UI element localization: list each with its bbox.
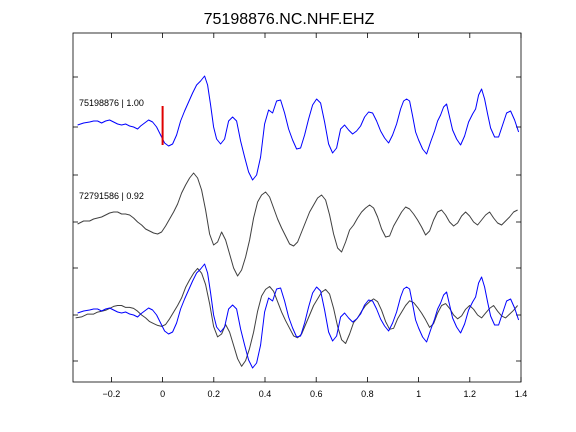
x-tick-label: 0	[160, 389, 165, 399]
overlay-primary-line	[77, 263, 520, 369]
x-tick-label: 0.6	[310, 389, 323, 399]
x-tick-label: 0.2	[208, 389, 221, 399]
y-axis-ticks	[73, 76, 521, 362]
overlay-secondary-line	[75, 267, 518, 367]
waveform-traces	[75, 75, 520, 369]
x-tick-label: 0.8	[361, 389, 374, 399]
trace-label-secondary: 72791586 | 0.92	[79, 191, 144, 201]
x-tick-label: 1.2	[464, 389, 477, 399]
chart-title: 75198876.NC.NHF.EHZ	[204, 11, 375, 28]
x-axis: −0.2 0 0.2 0.4 0.6 0.8 1 1.2 1.4	[103, 33, 528, 399]
trace-secondary-line	[77, 172, 518, 277]
trace-primary-line	[77, 75, 520, 181]
x-tick-label: 0.4	[259, 389, 272, 399]
trace-label-primary: 75198876 | 1.00	[79, 98, 144, 108]
x-tick-label: 1	[416, 389, 421, 399]
x-tick-label: −0.2	[103, 389, 121, 399]
plot-frame	[72, 32, 522, 383]
x-tick-label: 1.4	[515, 389, 528, 399]
